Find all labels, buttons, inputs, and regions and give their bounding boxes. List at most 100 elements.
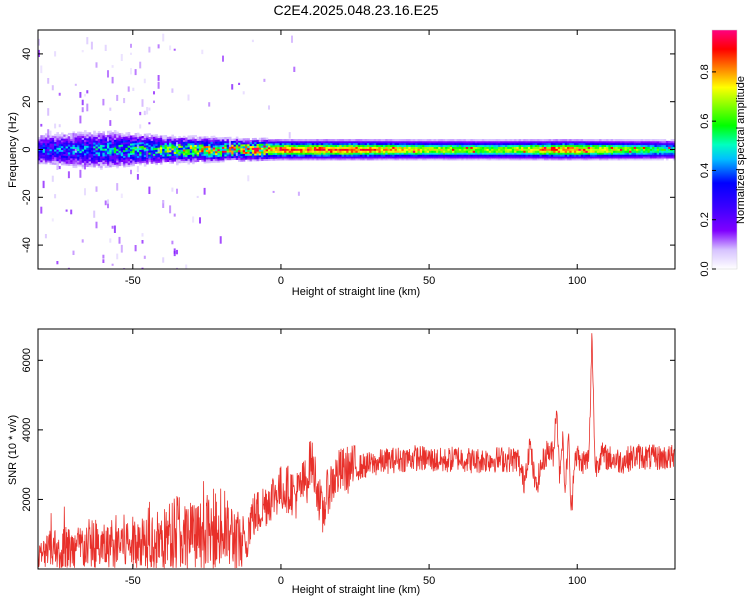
spectrogram-cell bbox=[498, 158, 501, 161]
spectrogram-cell bbox=[77, 139, 80, 142]
spectrogram-cell bbox=[86, 132, 89, 135]
colorbar-tick-label: 0.0 bbox=[699, 261, 711, 276]
spectrogram-cell bbox=[617, 156, 621, 159]
spectrogram-cell bbox=[97, 144, 101, 147]
spectrogram-cell bbox=[281, 140, 285, 144]
spectrogram-cell bbox=[475, 146, 478, 149]
spectrogram-cell bbox=[656, 148, 660, 151]
spectrogram-cell bbox=[488, 152, 492, 155]
spectrogram-cell bbox=[601, 142, 605, 146]
spectrogram-cell bbox=[263, 141, 266, 144]
spectrogram-cell bbox=[647, 150, 651, 153]
spectrogram-cell bbox=[84, 137, 87, 140]
spectrogram-cell bbox=[525, 144, 529, 147]
spectrogram-cell bbox=[205, 138, 209, 141]
spectrogram-cell bbox=[484, 152, 487, 155]
spectrogram-cell bbox=[626, 156, 630, 159]
spectrogram-cell bbox=[132, 160, 135, 163]
spectrogram-cell bbox=[316, 158, 319, 161]
spectrogram-cell bbox=[288, 150, 292, 153]
spectrogram-cell bbox=[562, 139, 565, 142]
spectrogram-cell bbox=[196, 152, 200, 155]
spectrogram-cell bbox=[415, 148, 418, 151]
spectrogram-cell bbox=[580, 148, 584, 151]
spectrogram-cell bbox=[288, 154, 292, 157]
spectrogram-cell bbox=[120, 163, 124, 166]
spectrogram-cell bbox=[626, 140, 630, 144]
spectrogram-cell bbox=[509, 144, 513, 147]
spectrogram-cell bbox=[79, 143, 82, 146]
spectrogram-cell bbox=[440, 154, 444, 157]
spectrogram-cell bbox=[440, 144, 444, 147]
spectrogram-cell bbox=[507, 140, 510, 144]
spectrogram-cell bbox=[357, 139, 361, 142]
spectrogram-cell bbox=[341, 140, 345, 144]
spectrogram-cell bbox=[509, 146, 513, 149]
spectrogram-cell bbox=[553, 158, 556, 161]
spectrogram-cell bbox=[205, 140, 209, 143]
spectrogram-cell bbox=[578, 139, 582, 142]
spectrogram-cell bbox=[107, 130, 110, 134]
spectrogram-cell bbox=[355, 140, 358, 144]
spectrogram-cell bbox=[417, 154, 421, 157]
spectrogram-cell bbox=[392, 156, 395, 159]
spectrogram-cell bbox=[107, 151, 110, 155]
spectrogram-cell bbox=[548, 154, 552, 157]
spectrogram-cell bbox=[164, 150, 168, 153]
spectrogram-cell bbox=[560, 148, 563, 151]
spectrogram-cell bbox=[118, 156, 122, 159]
spectrogram-cell bbox=[47, 152, 50, 155]
spectrogram-cell bbox=[350, 156, 354, 159]
spectrogram-cell bbox=[208, 157, 211, 160]
spectrogram-cell bbox=[155, 155, 158, 158]
spectrogram-cell bbox=[84, 132, 87, 135]
spectrogram-cell bbox=[412, 140, 416, 144]
spectrogram-cell bbox=[663, 146, 667, 149]
spectrogram-cell bbox=[560, 152, 563, 155]
spectrogram-cell bbox=[51, 135, 55, 138]
spectrogram-cell bbox=[442, 148, 446, 151]
spectrogram-cell bbox=[291, 140, 294, 144]
spectrogram-cell bbox=[546, 150, 549, 153]
spectrogram-cell bbox=[270, 150, 273, 154]
spectrogram-cell bbox=[148, 152, 151, 155]
spectrogram-cell bbox=[672, 140, 675, 144]
spectrogram-cell bbox=[615, 144, 618, 147]
spectrogram-cell bbox=[452, 144, 455, 147]
spectrogram-cell bbox=[307, 152, 310, 155]
spectrogram-cell bbox=[217, 146, 220, 150]
spectrogram-cell bbox=[49, 145, 53, 148]
spectrogram-cell bbox=[88, 153, 92, 156]
spectrogram-cell bbox=[314, 146, 317, 149]
spectrogram-cell bbox=[442, 152, 446, 155]
spectrogram-noise-cell bbox=[153, 100, 155, 103]
spectrogram-cell bbox=[274, 141, 278, 144]
spectrogram-cell bbox=[180, 145, 184, 148]
spectrogram-cell bbox=[217, 152, 220, 155]
spectrogram-cell bbox=[307, 148, 310, 151]
spectrogram-cell bbox=[169, 140, 172, 143]
spectrogram-cell bbox=[189, 156, 193, 159]
spectrogram-cell bbox=[86, 147, 89, 150]
spectrogram-cell bbox=[86, 139, 89, 143]
spectrogram-cell bbox=[226, 152, 230, 155]
spectrogram-cell bbox=[408, 144, 411, 147]
spectrogram-cell bbox=[636, 146, 639, 149]
spectrogram-noise-cell bbox=[65, 209, 68, 212]
spectrogram-cell bbox=[109, 161, 112, 164]
spectrogram-cell bbox=[113, 160, 117, 163]
spectrogram-cell bbox=[293, 142, 296, 146]
spectrogram-cell bbox=[419, 142, 423, 146]
spectrogram-cell bbox=[452, 150, 455, 153]
spectrogram-cell bbox=[109, 136, 112, 139]
spectrogram-cell bbox=[511, 154, 515, 157]
spectrogram-cell bbox=[54, 160, 57, 163]
spectrogram-cell bbox=[63, 149, 66, 153]
spectrogram-cell bbox=[608, 139, 611, 142]
spectrogram-cell bbox=[491, 150, 494, 153]
spectrogram-cell bbox=[113, 133, 117, 137]
spectrogram-noise-cell bbox=[139, 124, 142, 129]
spectrogram-cell bbox=[116, 143, 119, 146]
spectrogram-cell bbox=[576, 154, 579, 157]
spectrogram-cell bbox=[272, 143, 276, 146]
